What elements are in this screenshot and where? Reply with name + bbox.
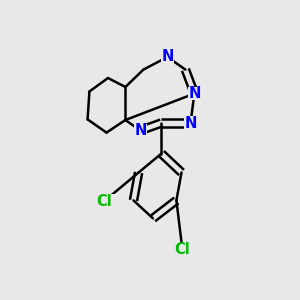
Text: N: N bbox=[161, 50, 174, 64]
Text: Cl: Cl bbox=[97, 194, 112, 208]
Bar bbox=[188, 87, 201, 100]
Bar bbox=[134, 124, 147, 137]
Text: N: N bbox=[184, 116, 197, 130]
Text: N: N bbox=[188, 86, 201, 101]
Bar bbox=[184, 116, 197, 130]
Bar bbox=[161, 50, 174, 64]
Bar bbox=[94, 194, 115, 208]
Text: N: N bbox=[134, 123, 147, 138]
Text: Cl: Cl bbox=[175, 242, 190, 257]
Bar bbox=[172, 243, 193, 256]
